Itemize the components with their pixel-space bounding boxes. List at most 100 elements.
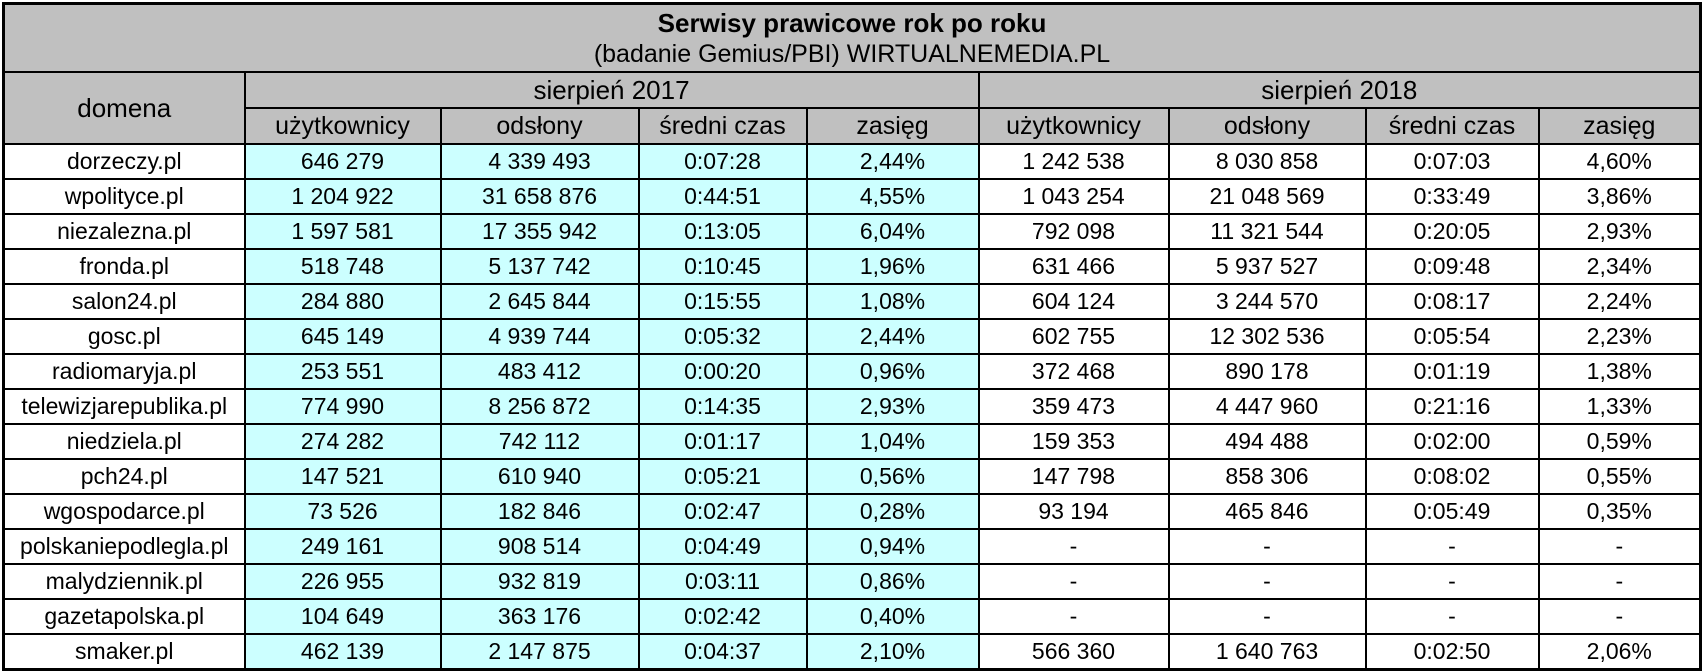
value-cell: 12 302 536: [1167, 318, 1367, 355]
value-cell: -: [1167, 528, 1367, 565]
column-header-uzytkownicy-2018: użytkownicy: [977, 107, 1170, 145]
column-header-uzytkownicy-2017: użytkownicy: [243, 107, 442, 145]
value-cell: 742 112: [439, 423, 640, 460]
value-cell: 604 124: [977, 283, 1170, 320]
table-row: salon24.pl 284 880 2 645 844 0:15:55 1,08% 60…: [2, 283, 1702, 320]
value-cell: 0:03:11: [637, 563, 808, 600]
value-cell: 226 955: [243, 563, 442, 600]
value-cell: 0:07:28: [637, 143, 808, 180]
table-body: dorzeczy.pl 646 279 4 339 493 0:07:28 2,44% 1…: [2, 143, 1702, 670]
value-cell: -: [1537, 563, 1702, 600]
value-cell: 0:00:20: [637, 353, 808, 390]
value-cell: -: [1167, 563, 1367, 600]
value-cell: 518 748: [243, 248, 442, 285]
domain-cell: niezalezna.pl: [2, 213, 246, 250]
value-cell: 0,28%: [805, 493, 980, 530]
domain-cell: fronda.pl: [2, 248, 246, 285]
value-cell: 631 466: [977, 248, 1170, 285]
value-cell: 0:08:02: [1364, 458, 1540, 495]
value-cell: 182 846: [439, 493, 640, 530]
value-cell: 0,94%: [805, 528, 980, 565]
value-cell: 483 412: [439, 353, 640, 390]
value-cell: 4 339 493: [439, 143, 640, 180]
value-cell: 890 178: [1167, 353, 1367, 390]
domain-cell: niedziela.pl: [2, 423, 246, 460]
value-cell: 0:15:55: [637, 283, 808, 320]
domain-cell: gosc.pl: [2, 318, 246, 355]
domain-cell: telewizjarepublika.pl: [2, 388, 246, 425]
value-cell: 4,55%: [805, 178, 980, 215]
value-cell: 0:07:03: [1364, 143, 1540, 180]
value-cell: 3,86%: [1537, 178, 1702, 215]
value-cell: 253 551: [243, 353, 442, 390]
table-row: wgospodarce.pl 73 526 182 846 0:02:47 0,28% 9…: [2, 493, 1702, 530]
column-header-odslony-2018: odsłony: [1167, 107, 1367, 145]
value-cell: 0:08:17: [1364, 283, 1540, 320]
group-header-2017: sierpień 2017: [243, 71, 980, 109]
value-cell: 159 353: [977, 423, 1170, 460]
value-cell: 0:04:37: [637, 633, 808, 670]
table-title-block: Serwisy prawicowe rok po roku (badanie G…: [2, 2, 1702, 73]
value-cell: 4 447 960: [1167, 388, 1367, 425]
value-cell: 1,96%: [805, 248, 980, 285]
value-cell: 2 645 844: [439, 283, 640, 320]
value-cell: 0:14:35: [637, 388, 808, 425]
group-header-2018: sierpień 2018: [977, 71, 1702, 109]
value-cell: 73 526: [243, 493, 442, 530]
value-cell: 0:44:51: [637, 178, 808, 215]
value-cell: 2,93%: [1537, 213, 1702, 250]
domain-cell: smaker.pl: [2, 633, 246, 670]
column-header-domena: domena: [2, 71, 246, 145]
value-cell: 0,86%: [805, 563, 980, 600]
value-cell: 274 282: [243, 423, 442, 460]
value-cell: 5 137 742: [439, 248, 640, 285]
value-cell: 0:05:21: [637, 458, 808, 495]
value-cell: 147 521: [243, 458, 442, 495]
value-cell: 0:33:49: [1364, 178, 1540, 215]
value-cell: 792 098: [977, 213, 1170, 250]
value-cell: 0:01:19: [1364, 353, 1540, 390]
value-cell: 5 937 527: [1167, 248, 1367, 285]
table-title: Serwisy prawicowe rok po roku: [657, 8, 1047, 38]
value-cell: 2 147 875: [439, 633, 640, 670]
value-cell: 1 597 581: [243, 213, 442, 250]
value-cell: 610 940: [439, 458, 640, 495]
value-cell: 359 473: [977, 388, 1170, 425]
value-cell: 31 658 876: [439, 178, 640, 215]
value-cell: 0,56%: [805, 458, 980, 495]
value-cell: 363 176: [439, 598, 640, 635]
value-cell: 0,59%: [1537, 423, 1702, 460]
value-cell: 372 468: [977, 353, 1170, 390]
value-cell: 0:04:49: [637, 528, 808, 565]
value-cell: 645 149: [243, 318, 442, 355]
value-cell: -: [1167, 598, 1367, 635]
year-header-row: domena sierpień 2017 sierpień 2018: [2, 71, 1702, 145]
table-row: wpolityce.pl 1 204 922 31 658 876 0:44:51 4,…: [2, 178, 1702, 215]
value-cell: 602 755: [977, 318, 1170, 355]
value-cell: 0:05:54: [1364, 318, 1540, 355]
value-cell: -: [977, 598, 1170, 635]
metric-header-row: użytkownicy odsłony średni czas zasięg u…: [4, 107, 1702, 145]
value-cell: 2,23%: [1537, 318, 1702, 355]
value-cell: 0,55%: [1537, 458, 1702, 495]
value-cell: 3 244 570: [1167, 283, 1367, 320]
value-cell: 462 139: [243, 633, 442, 670]
table-row: radiomaryja.pl 253 551 483 412 0:00:20 0,96%…: [2, 353, 1702, 390]
table-row: malydziennik.pl 226 955 932 819 0:03:11 0,86…: [2, 563, 1702, 600]
value-cell: 2,93%: [805, 388, 980, 425]
column-header-sredni-czas-2018: średni czas: [1364, 107, 1540, 145]
value-cell: 0:02:50: [1364, 633, 1540, 670]
value-cell: 104 649: [243, 598, 442, 635]
value-cell: 147 798: [977, 458, 1170, 495]
value-cell: 21 048 569: [1167, 178, 1367, 215]
domain-cell: wpolityce.pl: [2, 178, 246, 215]
value-cell: 4,60%: [1537, 143, 1702, 180]
table-row: gazetapolska.pl 104 649 363 176 0:02:42 0,40…: [2, 598, 1702, 635]
value-cell: 2,06%: [1537, 633, 1702, 670]
domain-cell: wgospodarce.pl: [2, 493, 246, 530]
value-cell: 6,04%: [805, 213, 980, 250]
value-cell: 2,24%: [1537, 283, 1702, 320]
value-cell: -: [1537, 598, 1702, 635]
value-cell: 1,38%: [1537, 353, 1702, 390]
value-cell: 2,44%: [805, 318, 980, 355]
